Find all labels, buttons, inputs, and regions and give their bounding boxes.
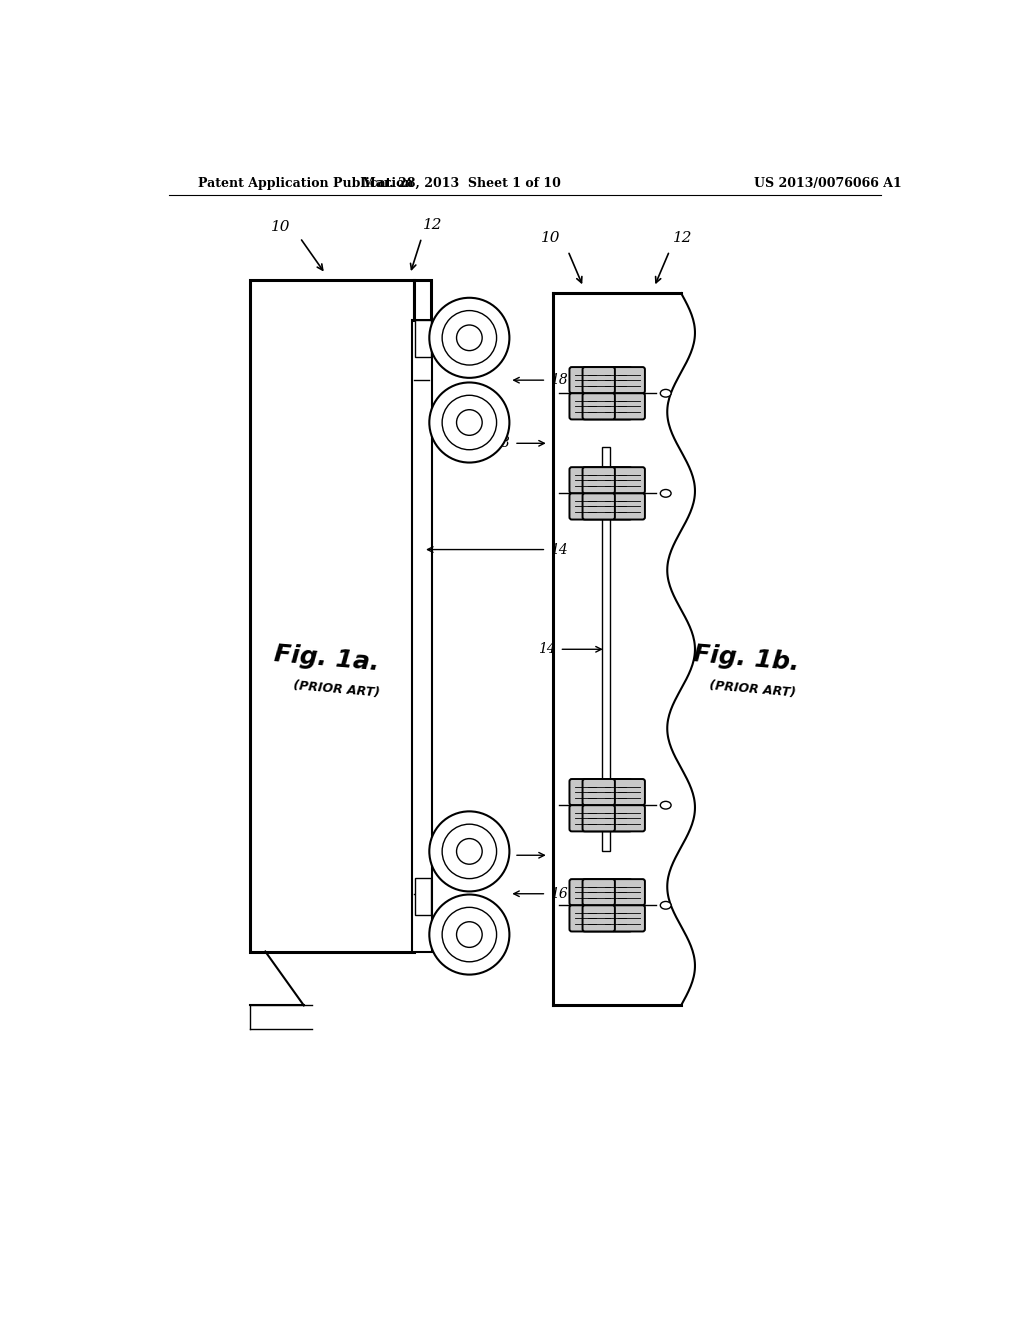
Ellipse shape <box>429 298 509 378</box>
FancyBboxPatch shape <box>599 779 632 805</box>
FancyBboxPatch shape <box>583 805 614 832</box>
Text: 14: 14 <box>550 543 568 557</box>
FancyBboxPatch shape <box>569 393 602 420</box>
Text: Fig. 1a.: Fig. 1a. <box>273 643 381 676</box>
FancyBboxPatch shape <box>569 494 602 520</box>
FancyBboxPatch shape <box>583 906 614 932</box>
FancyBboxPatch shape <box>569 467 602 494</box>
Text: (PRIOR ART): (PRIOR ART) <box>709 680 797 700</box>
FancyBboxPatch shape <box>569 805 602 832</box>
FancyBboxPatch shape <box>599 805 632 832</box>
Text: 18: 18 <box>493 437 510 450</box>
FancyBboxPatch shape <box>599 494 632 520</box>
Ellipse shape <box>457 325 482 351</box>
FancyBboxPatch shape <box>612 906 645 932</box>
Text: 14: 14 <box>538 643 556 656</box>
FancyBboxPatch shape <box>612 879 645 906</box>
FancyBboxPatch shape <box>569 906 602 932</box>
Ellipse shape <box>457 921 482 948</box>
Ellipse shape <box>429 895 509 974</box>
FancyBboxPatch shape <box>583 367 614 393</box>
FancyBboxPatch shape <box>583 779 614 805</box>
FancyBboxPatch shape <box>583 494 614 520</box>
Text: 12: 12 <box>674 231 693 246</box>
Bar <box>602 447 609 851</box>
FancyBboxPatch shape <box>599 393 632 420</box>
Text: Fig. 1b.: Fig. 1b. <box>692 643 801 676</box>
Ellipse shape <box>457 409 482 436</box>
FancyBboxPatch shape <box>569 879 602 906</box>
Ellipse shape <box>429 383 509 462</box>
Ellipse shape <box>660 902 671 909</box>
FancyBboxPatch shape <box>599 467 632 494</box>
Ellipse shape <box>660 389 671 397</box>
Bar <box>416 878 431 915</box>
Ellipse shape <box>442 310 497 366</box>
FancyBboxPatch shape <box>612 393 645 420</box>
FancyBboxPatch shape <box>612 779 645 805</box>
FancyBboxPatch shape <box>599 906 632 932</box>
FancyBboxPatch shape <box>612 805 645 832</box>
Text: 16: 16 <box>550 887 568 900</box>
Text: (PRIOR ART): (PRIOR ART) <box>293 680 381 700</box>
Ellipse shape <box>442 907 497 962</box>
Ellipse shape <box>429 812 509 891</box>
FancyBboxPatch shape <box>599 367 632 393</box>
Ellipse shape <box>660 490 671 498</box>
FancyBboxPatch shape <box>612 467 645 494</box>
Text: 12: 12 <box>423 218 442 232</box>
Ellipse shape <box>442 395 497 450</box>
Text: 10: 10 <box>541 231 560 244</box>
FancyBboxPatch shape <box>612 494 645 520</box>
Text: Patent Application Publication: Patent Application Publication <box>199 177 414 190</box>
Bar <box>250 280 414 952</box>
Bar <box>414 280 431 321</box>
Ellipse shape <box>660 801 671 809</box>
FancyBboxPatch shape <box>599 879 632 906</box>
Bar <box>413 321 432 952</box>
Ellipse shape <box>442 824 497 879</box>
Text: Mar. 28, 2013  Sheet 1 of 10: Mar. 28, 2013 Sheet 1 of 10 <box>362 177 561 190</box>
FancyBboxPatch shape <box>612 367 645 393</box>
Text: 10: 10 <box>271 220 291 234</box>
Text: 18: 18 <box>550 374 568 387</box>
FancyBboxPatch shape <box>569 779 602 805</box>
Text: 16: 16 <box>493 849 510 862</box>
FancyBboxPatch shape <box>569 367 602 393</box>
Ellipse shape <box>457 838 482 865</box>
Bar <box>416 321 431 358</box>
Text: US 2013/0076066 A1: US 2013/0076066 A1 <box>754 177 901 190</box>
FancyBboxPatch shape <box>583 393 614 420</box>
FancyBboxPatch shape <box>583 879 614 906</box>
FancyBboxPatch shape <box>583 467 614 494</box>
